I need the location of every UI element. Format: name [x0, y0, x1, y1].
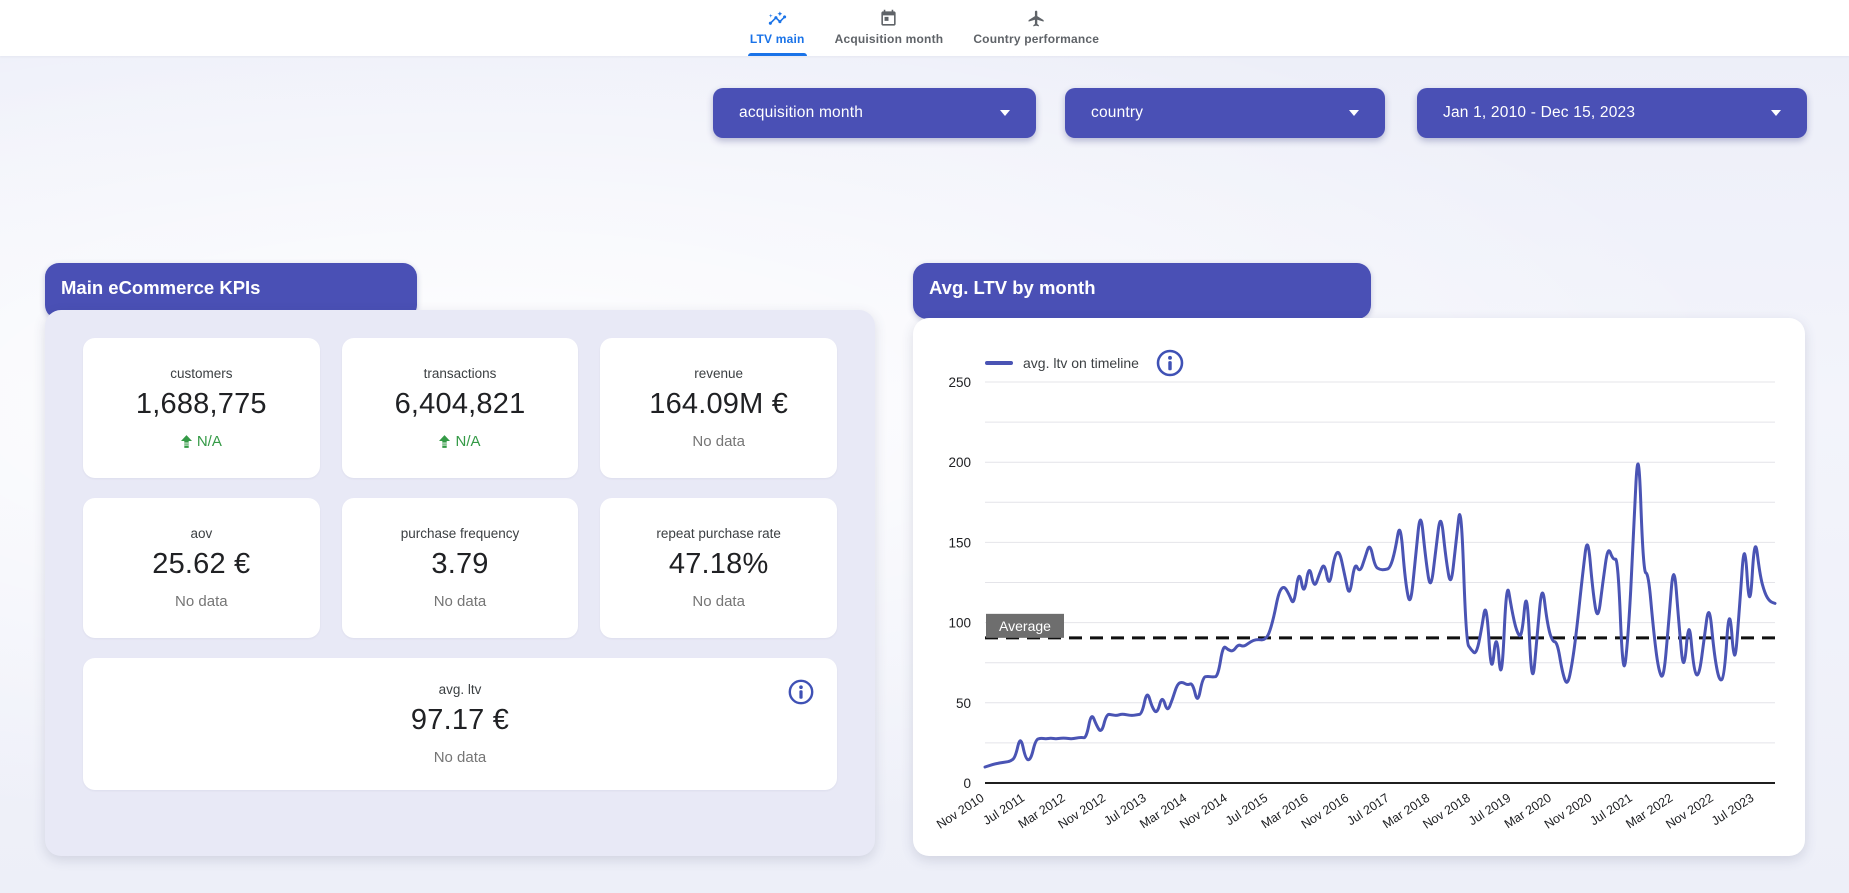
- kpi-card-header: Main eCommerce KPIs: [45, 263, 417, 319]
- kpi-delta-text: N/A: [196, 433, 222, 450]
- chevron-down-icon: [1349, 110, 1359, 116]
- kpi-tile-repeat-purchase-rate: repeat purchase rate 47.18% No data: [600, 498, 837, 638]
- tab-country-performance[interactable]: Country performance: [958, 0, 1114, 56]
- kpi-tile-revenue: revenue 164.09M € No data: [600, 338, 837, 478]
- average-badge-label: Average: [999, 618, 1051, 634]
- kpi-delta: N/A: [180, 433, 222, 450]
- kpi-delta-text: N/A: [455, 433, 481, 450]
- kpi-delta: N/A: [439, 433, 481, 450]
- info-icon[interactable]: [787, 678, 815, 706]
- kpi-value: 47.18%: [668, 548, 769, 580]
- y-axis-tick-label: 200: [948, 455, 971, 470]
- legend-label: avg. ltv on timeline: [1023, 355, 1139, 371]
- x-axis-tick-label: Nov 2010: [934, 791, 987, 832]
- info-icon[interactable]: [1155, 348, 1185, 378]
- kpi-value: 6,404,821: [394, 388, 526, 420]
- x-axis-tick-label: Jul 2023: [1709, 791, 1756, 829]
- tab-label: Acquisition month: [834, 32, 944, 46]
- insights-chart-icon: [768, 10, 786, 25]
- filter-country[interactable]: country: [1065, 88, 1385, 138]
- kpi-no-data-note: No data: [692, 593, 745, 610]
- airplane-icon: [1028, 10, 1044, 26]
- y-axis-tick-label: 0: [963, 776, 971, 791]
- chart-card-title: Avg. LTV by month: [929, 277, 1096, 298]
- kpi-label: purchase frequency: [400, 526, 520, 541]
- calendar-icon: [881, 9, 897, 26]
- kpi-tile-transactions: transactions 6,404,821 N/A: [341, 338, 579, 478]
- top-nav-bar: LTV main Acquisition month Country perform…: [0, 0, 1849, 56]
- filter-label: country: [1091, 104, 1144, 121]
- kpi-no-data-note: No data: [692, 433, 745, 450]
- kpi-tile-purchase-frequency: purchase frequency 3.79 No data: [341, 498, 579, 638]
- report-tabs: LTV main Acquisition month Country perform…: [0, 0, 1849, 56]
- arrow-up-icon: [180, 435, 192, 448]
- kpi-value: 97.17 €: [410, 704, 510, 736]
- legend-line-swatch: [985, 361, 1013, 365]
- chart-legend: avg. ltv on timeline: [985, 348, 1185, 378]
- kpi-no-data-note: No data: [433, 593, 487, 610]
- filter-acquisition-month[interactable]: acquisition month: [713, 88, 1036, 138]
- kpi-tile-avg-ltv: avg. ltv 97.17 € No data: [83, 658, 837, 790]
- tab-label: LTV main: [749, 32, 805, 46]
- tab-label: Country performance: [973, 32, 1100, 46]
- kpi-label: aov: [190, 526, 213, 541]
- tab-acquisition-month[interactable]: Acquisition month: [820, 0, 959, 56]
- chart-card-body: avg. ltv on timeline 0 50 100 150 200 250 Nov …: [913, 318, 1805, 856]
- chevron-down-icon: [1000, 110, 1010, 116]
- kpi-label: transactions: [423, 366, 497, 381]
- kpi-no-data-note: No data: [433, 749, 487, 766]
- y-axis-tick-label: 150: [948, 535, 971, 550]
- chart-card-header: Avg. LTV by month: [913, 263, 1371, 319]
- kpi-label: revenue: [694, 366, 744, 381]
- y-axis-tick-label: 100: [948, 616, 971, 631]
- chevron-down-icon: [1771, 110, 1781, 116]
- filter-date-range[interactable]: Jan 1, 2010 - Dec 15, 2023: [1417, 88, 1807, 138]
- kpi-value: 164.09M €: [649, 388, 789, 420]
- kpi-label: customers: [170, 366, 233, 381]
- filter-label: acquisition month: [739, 104, 864, 121]
- ltv-line-series: [983, 462, 1777, 769]
- tab-ltv-main[interactable]: LTV main: [735, 0, 820, 56]
- kpi-tile-aov: aov 25.62 € No data: [83, 498, 320, 638]
- average-badge: [986, 613, 1064, 638]
- kpi-tile-customers: customers 1,688,775 N/A: [83, 338, 320, 478]
- kpi-card-title: Main eCommerce KPIs: [61, 277, 261, 298]
- y-axis-tick-label: 250: [948, 375, 971, 390]
- arrow-up-icon: [439, 435, 451, 448]
- kpi-value: 1,688,775: [135, 388, 267, 420]
- kpi-card-body: customers 1,688,775 N/A transactions 6,404,8…: [45, 310, 875, 856]
- y-axis-tick-label: 50: [956, 696, 971, 711]
- filter-label: Jan 1, 2010 - Dec 15, 2023: [1443, 104, 1636, 121]
- kpi-label: repeat purchase rate: [656, 526, 781, 541]
- kpi-tiles-grid: customers 1,688,775 N/A transactions 6,404,8…: [83, 338, 837, 638]
- kpi-label: avg. ltv: [438, 682, 482, 697]
- kpi-value: 3.79: [431, 548, 489, 580]
- kpi-no-data-note: No data: [175, 593, 228, 610]
- kpi-value: 25.62 €: [152, 548, 251, 580]
